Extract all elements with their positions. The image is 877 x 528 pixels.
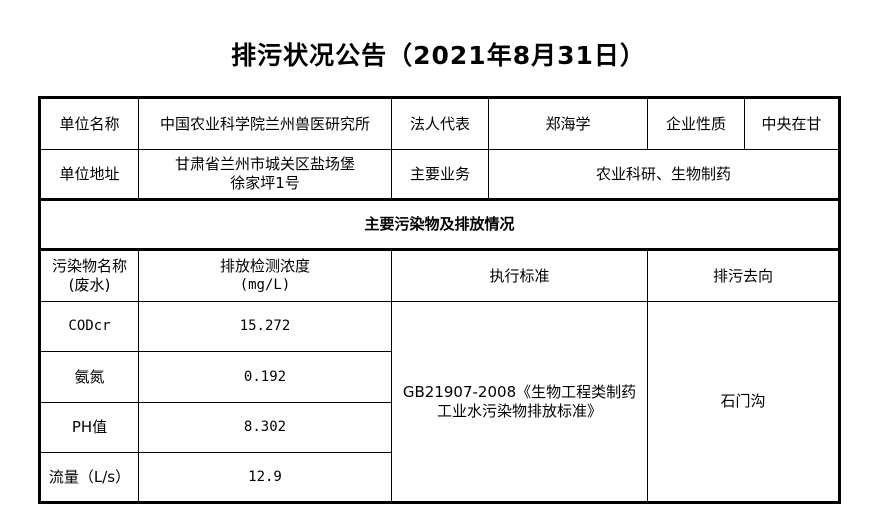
standard-line2: 工业水污染物排放标准》 (436, 401, 602, 420)
address: 甘肃省兰州市城关区盐场堡 徐家坪1号 (138, 149, 392, 201)
pollutant-value: 0.192 (138, 351, 392, 403)
business: 农业科研、生物制药 (488, 149, 840, 201)
pollution-table: 单位名称 中国农业科学院兰州兽医研究所 法人代表 郑海学 企业性质 中央在甘 单… (38, 96, 841, 504)
header-name-line1: 污染物名称 (51, 257, 127, 275)
pollutant-name: 流量（L/s） (39, 452, 139, 503)
standard-line1: GB21907-2008《生物工程类制药 (402, 382, 637, 401)
legal-rep: 郑海学 (488, 97, 648, 150)
address-line2: 徐家坪1号 (230, 174, 300, 192)
pollutant-value: 8.302 (138, 402, 392, 453)
unit-name: 中国农业科学院兰州兽医研究所 (138, 97, 392, 150)
header-concentration: 排放检测浓度 (mg/L) (138, 249, 392, 302)
pollutant-name: CODcr (39, 301, 139, 352)
pollutant-name: 氨氮 (39, 351, 139, 403)
pollutant-value: 12.9 (138, 452, 392, 503)
destination: 石门沟 (647, 301, 840, 503)
pollutant-name: PH值 (39, 402, 139, 453)
legal-rep-label: 法人代表 (391, 97, 489, 150)
address-label: 单位地址 (39, 149, 139, 201)
header-name: 污染物名称 (废水) (39, 249, 139, 302)
nature: 中央在甘 (744, 97, 840, 150)
header-standard: 执行标准 (391, 249, 648, 302)
section-title: 主要污染物及排放情况 (39, 199, 840, 251)
address-line1: 甘肃省兰州市城关区盐场堡 (174, 155, 355, 173)
header-destination: 排污去向 (647, 249, 840, 302)
business-label: 主要业务 (391, 149, 489, 201)
pollutant-value: 15.272 (138, 301, 392, 352)
header-conc-line2: (mg/L) (239, 277, 291, 293)
unit-name-label: 单位名称 (39, 97, 139, 150)
page-title: 排污状况公告（2021年8月31日） (231, 41, 646, 70)
header-name-line2: (废水) (68, 276, 111, 294)
standard: GB21907-2008《生物工程类制药 工业水污染物排放标准》 (391, 301, 648, 503)
nature-label: 企业性质 (647, 97, 745, 150)
header-conc-line1: 排放检测浓度 (219, 257, 310, 275)
